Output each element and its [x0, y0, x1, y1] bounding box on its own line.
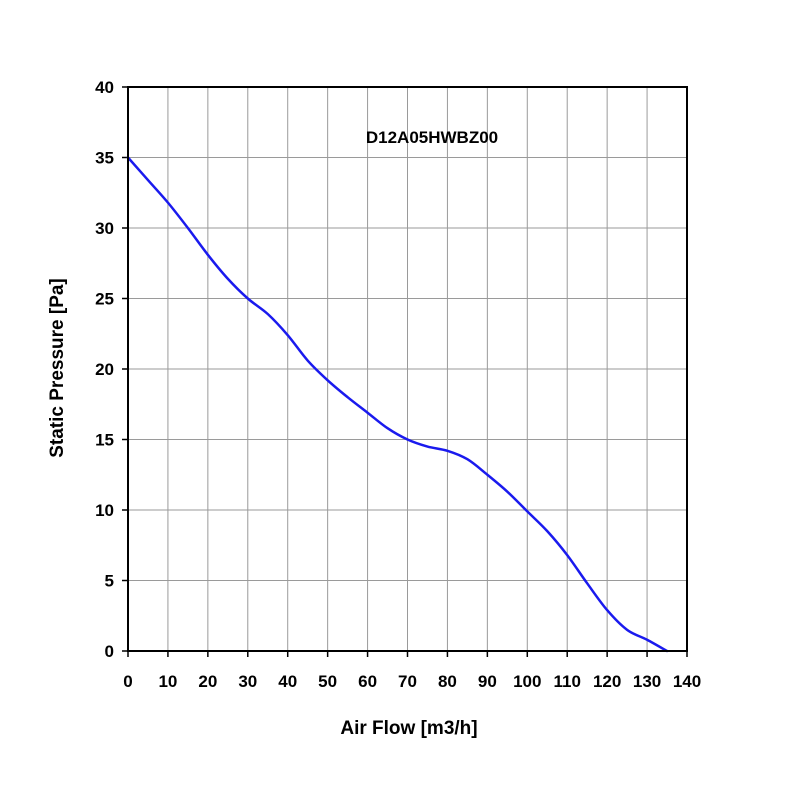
x-tick-label: 130 [633, 672, 661, 691]
x-tick-label: 70 [398, 672, 417, 691]
tick-labels: 0 10 20 30 40 50 60 70 80 90 100 110 120 130 140 0 5 10 15… [95, 78, 701, 691]
x-tick-label: 90 [478, 672, 497, 691]
y-tick-label: 40 [95, 78, 114, 97]
x-tick-label: 10 [158, 672, 177, 691]
y-tick-label: 10 [95, 501, 114, 520]
y-tick-label: 20 [95, 360, 114, 379]
x-tick-label: 40 [278, 672, 297, 691]
y-tick-label: 0 [105, 642, 114, 661]
series-line [126, 156, 669, 653]
x-tick-label: 20 [198, 672, 217, 691]
x-tick-label: 140 [673, 672, 701, 691]
x-axis-title: Air Flow [m3/h] [340, 718, 477, 739]
x-tick-label: 100 [513, 672, 541, 691]
x-tick-label: 80 [438, 672, 457, 691]
x-tick-label: 50 [318, 672, 337, 691]
y-tick-label: 5 [105, 572, 114, 591]
x-tick-label: 110 [553, 672, 580, 691]
x-tick-label: 60 [358, 672, 377, 691]
chart-title: D12A05HWBZ00 [366, 128, 498, 147]
y-tick-label: 25 [95, 290, 114, 309]
plot-frame [127, 86, 688, 652]
x-tick-label: 30 [238, 672, 257, 691]
series-layer [126, 156, 669, 653]
x-tick-label: 0 [123, 672, 132, 691]
y-tick-label: 35 [95, 149, 114, 168]
x-tick-label: 120 [593, 672, 621, 691]
y-tick-label: 15 [95, 431, 114, 450]
y-axis-title: Static Pressure [Pa] [47, 278, 68, 458]
y-tick-label: 30 [95, 219, 114, 238]
